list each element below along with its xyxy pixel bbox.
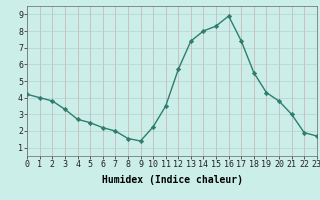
X-axis label: Humidex (Indice chaleur): Humidex (Indice chaleur) [101, 175, 243, 185]
